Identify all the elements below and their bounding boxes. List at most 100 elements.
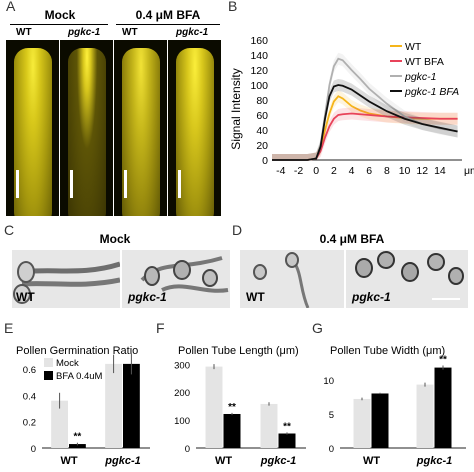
x-tick-label: 4 — [349, 165, 355, 177]
panel-d-title: 0.4 μM BFA — [319, 232, 385, 246]
bar — [51, 400, 68, 448]
y-tick-label: 0 — [329, 444, 334, 455]
panel-label-g: G — [312, 320, 323, 336]
panel-label-e: E — [4, 320, 14, 336]
fluorescence-image-wt-mock — [6, 40, 59, 216]
y-tick-label: 0 — [262, 155, 268, 167]
category-label: pgkc-1 — [104, 455, 140, 467]
brightfield-image-wt-bfa: WT — [240, 250, 344, 308]
significance-marker: ** — [228, 402, 236, 413]
panel-label-c: C — [4, 222, 15, 238]
panel-label-f: F — [156, 320, 165, 336]
scale-bar — [16, 170, 19, 198]
legend-label: WT — [405, 41, 422, 53]
x-tick-label: 12 — [416, 165, 428, 177]
legend-swatch — [44, 358, 53, 367]
panel-a-mock-header: Mock — [44, 8, 76, 22]
chart-title: Pollen Tube Length (μm) — [178, 345, 299, 357]
series-error-band — [272, 79, 458, 160]
bar — [223, 413, 241, 448]
bar — [123, 363, 140, 448]
brightfield-image-wt-mock: WT — [12, 250, 120, 308]
panel-a-mutant-label-2: pgkc-1 — [176, 27, 209, 38]
legend-swatch — [44, 371, 53, 380]
y-tick-label: 140 — [250, 50, 268, 62]
y-tick-label: 5 — [329, 410, 334, 421]
brightfield-label-wt: WT — [16, 290, 35, 304]
y-tick-label: 0.2 — [23, 418, 36, 429]
panel-a-wt-label-1: WT — [16, 27, 32, 38]
panel-a-mutant-label-1: pgkc-1 — [68, 27, 101, 38]
legend-label: pgkc-1 — [404, 71, 437, 83]
fluorescence-image-mutant-bfa — [168, 40, 221, 216]
panel-a-wt-label-2: WT — [122, 27, 138, 38]
significance-marker: ** — [74, 432, 82, 443]
category-label: WT — [60, 455, 77, 467]
bar — [205, 366, 223, 448]
category-label: pgkc-1 — [416, 455, 452, 467]
y-tick-label: 200 — [174, 388, 190, 399]
y-tick-label: 20 — [256, 140, 268, 152]
x-unit-label: μm — [464, 165, 474, 177]
y-tick-label: 40 — [256, 125, 268, 137]
bar — [353, 398, 371, 448]
bar-chart-g: Pollen Tube Width (μm) 0 5 10 WT ** pgkc-1 — [323, 345, 466, 467]
y-tick-label: 0 — [185, 444, 190, 455]
y-tick-label: 120 — [250, 65, 268, 77]
chart-title: Pollen Tube Width (μm) — [330, 345, 445, 357]
panel-c-title: Mock — [99, 232, 131, 246]
bar — [105, 363, 122, 448]
x-tick-label: -2 — [294, 165, 303, 177]
brightfield-label-mutant: pgkc-1 — [128, 290, 167, 304]
x-tick-label: 6 — [366, 165, 372, 177]
bar-charts: Pollen Germination Ratio 0 0.2 0.4 0.6 ** WT pg… — [16, 345, 466, 467]
panel-a-bfa-header: 0.4 μM BFA — [135, 8, 201, 22]
brightfield-label-wt-bfa: WT — [246, 290, 265, 304]
y-tick-label: 0 — [31, 444, 36, 455]
x-tick-label: 8 — [384, 165, 390, 177]
legend-label: BFA 0.4uM — [56, 371, 103, 382]
panel-label-a: A — [6, 0, 16, 14]
brightfield-image-mutant-mock: pgkc-1 — [122, 250, 230, 308]
significance-marker: ** — [439, 355, 447, 366]
bar-chart-e: Pollen Germination Ratio 0 0.2 0.4 0.6 ** WT pg… — [16, 345, 150, 467]
scale-bar — [178, 170, 181, 198]
scale-bar — [124, 170, 127, 198]
bar — [416, 384, 434, 448]
bar — [69, 444, 86, 448]
panel-label-b: B — [228, 0, 238, 14]
x-tick-label: 2 — [331, 165, 337, 177]
bar — [371, 393, 389, 448]
y-tick-label: 80 — [256, 95, 268, 107]
bar — [278, 433, 296, 448]
x-tick-label: -4 — [276, 165, 285, 177]
y-tick-label: 0.4 — [23, 391, 36, 402]
category-label: pgkc-1 — [260, 455, 296, 467]
scale-bar — [432, 298, 460, 300]
series-line — [272, 84, 458, 161]
legend-label: pgkc-1 BFA — [404, 86, 459, 98]
bar-chart-f: Pollen Tube Length (μm) 0 100 200 300 ** WT ** p… — [174, 345, 306, 467]
bar — [434, 367, 452, 448]
panel-label-d: D — [232, 222, 243, 238]
y-tick-label: 0.6 — [23, 365, 36, 376]
y-tick-label: 10 — [323, 376, 334, 387]
y-tick-label: 160 — [250, 35, 268, 47]
brightfield-image-mutant-bfa: pgkc-1 — [346, 250, 468, 308]
y-tick-label: 300 — [174, 360, 190, 371]
x-tick-label: 0 — [313, 165, 319, 177]
x-tick-label: 14 — [434, 165, 446, 177]
brightfield-label-mutant-bfa: pgkc-1 — [352, 290, 391, 304]
significance-marker: ** — [283, 421, 291, 432]
scale-bar — [70, 170, 73, 198]
legend-label: Mock — [56, 358, 79, 369]
series-line — [272, 112, 458, 161]
y-tick-label: 100 — [174, 416, 190, 427]
fluorescence-image-mutant-mock — [60, 40, 113, 216]
chart-title: Pollen Germination Ratio — [16, 345, 138, 357]
x-tick-label: 10 — [399, 165, 411, 177]
panel-a-bfa-underline — [116, 24, 220, 25]
legend-label: WT BFA — [405, 56, 444, 68]
category-label: WT — [215, 455, 232, 467]
